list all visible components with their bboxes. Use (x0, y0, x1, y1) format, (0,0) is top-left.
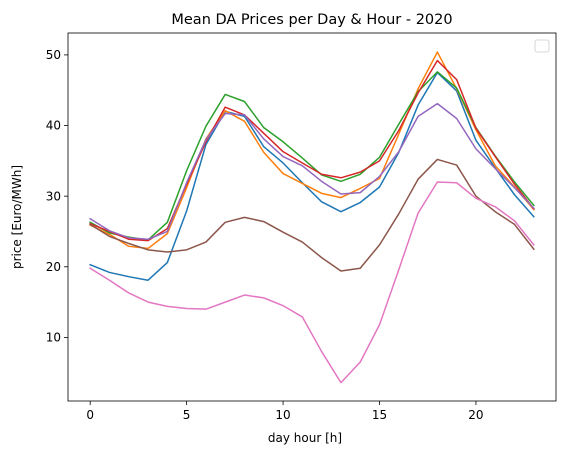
y-tick-label: 40 (46, 119, 61, 133)
x-tick-label: 5 (183, 408, 191, 422)
y-tick-label: 30 (46, 189, 61, 203)
x-tick-label: 20 (468, 408, 483, 422)
x-tick-label: 15 (372, 408, 387, 422)
series-line-1 (89, 71, 535, 281)
y-axis-ticks: 10 20 30 40 50 (46, 48, 68, 345)
y-tick-label: 20 (46, 260, 61, 274)
series-line-6 (89, 158, 535, 272)
x-axis-label: day hour [h] (268, 431, 342, 445)
x-tick-label: 10 (275, 408, 290, 422)
series-line-4 (89, 59, 535, 242)
series-line-3 (89, 71, 535, 241)
legend-box (534, 39, 550, 53)
y-tick-label: 50 (46, 48, 61, 62)
plot-frame (67, 32, 557, 402)
x-tick-label: 0 (86, 408, 94, 422)
chart-title: Mean DA Prices per Day & Hour - 2020 (171, 12, 452, 28)
x-axis-ticks: 0 5 10 15 20 (86, 401, 484, 422)
series-lines (89, 51, 535, 384)
series-line-5 (89, 102, 535, 240)
series-line-7 (89, 181, 535, 384)
plot-background (68, 33, 556, 401)
y-tick-label: 10 (46, 331, 61, 345)
y-axis-label: price [Euro/MWh] (10, 165, 24, 269)
